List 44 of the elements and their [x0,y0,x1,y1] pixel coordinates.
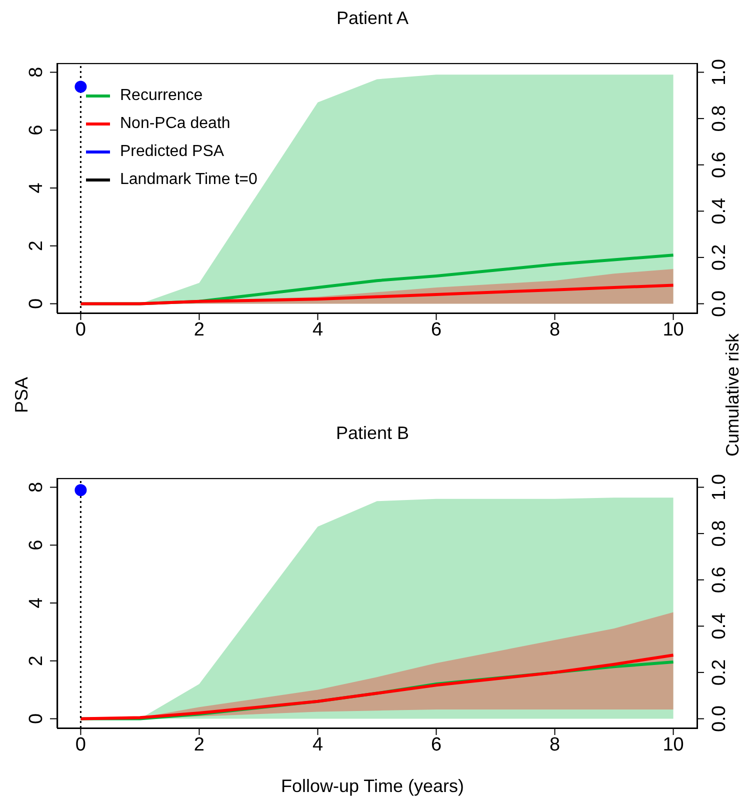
ref-line-label: Landmark Time t=0 [120,171,258,189]
x-tick-label: 8 [549,319,560,340]
y-tick-label: 6 [26,124,47,136]
x-tick-label: 10 [662,319,684,340]
x-tick-label: 4 [312,319,324,340]
x-tick-label: 0 [75,734,86,756]
legend-label: Recurrence [120,87,203,105]
y2-tick-label: 0.8 [708,105,730,132]
x-tick-label: 6 [430,319,442,340]
y2-tick-label: 0.2 [708,659,730,686]
x-tick-label: 0 [75,319,86,340]
line-series [79,284,675,306]
y-tick-label: 0 [26,713,47,724]
x-tick-label: 10 [662,734,684,756]
x-tick-label: 2 [194,734,205,756]
y2-tick-label: 0.4 [708,198,730,224]
y2-tick-label: 0.0 [708,290,730,317]
y2-tick-label: 0.0 [708,706,730,732]
legend-label: Predicted PSA [120,143,224,161]
y-tick-label: 6 [26,540,47,550]
x-tick-label: 4 [312,734,324,756]
y-tick-label: 4 [26,182,47,194]
x-tick-label: 8 [549,734,560,756]
y-axis-title: PSA [12,376,32,414]
y-tick-label: 4 [26,597,47,608]
x-axis-title: Follow-up Time (years) [280,776,466,797]
y-tick-label: 8 [26,66,47,78]
y2-tick-label: 0.6 [708,152,730,178]
y2-tick-label: 0.2 [708,244,730,271]
y-tick-label: 0 [26,298,47,310]
chart-title: Patient A [335,8,410,29]
chart-title: Patient B [336,423,410,443]
y-tick-label: 2 [26,656,47,666]
y-tick-label: 2 [26,240,47,252]
y2-tick-label: 0.8 [708,520,730,547]
y2-tick-label: 0.4 [708,612,730,640]
y2-tick-label: 1.0 [708,474,730,500]
legend-label: Non-PCa death [120,115,230,133]
y-tick-label: 8 [26,482,47,493]
y2-tick-label: 1.0 [708,59,730,86]
x-tick-label: 6 [430,734,442,756]
y2-tick-label: 0.6 [708,566,730,594]
x-tick-label: 2 [194,319,205,340]
y2-axis-title: Cumulative risk [722,333,744,457]
